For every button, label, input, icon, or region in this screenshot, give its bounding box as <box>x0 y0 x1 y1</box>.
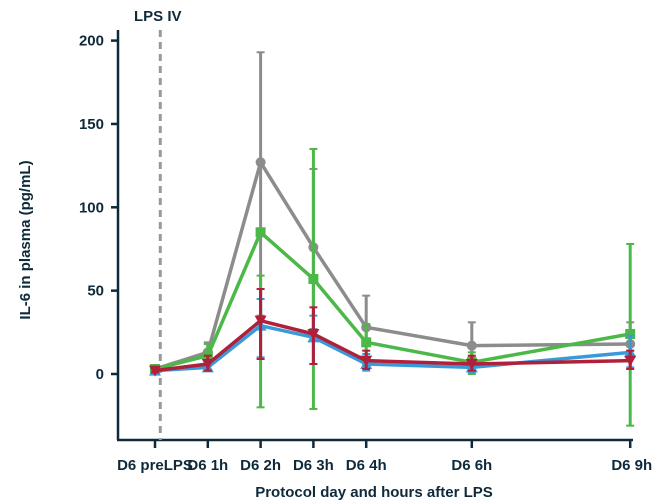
y-tick-label: 0 <box>96 366 104 383</box>
data-point <box>360 355 373 367</box>
y-tick-label: 200 <box>79 33 104 50</box>
data-point <box>149 365 161 377</box>
series-circle <box>150 51 636 374</box>
x-tick-label: D6 4h <box>346 457 387 474</box>
data-point <box>465 358 478 370</box>
series-layer <box>149 51 637 427</box>
data-point <box>255 157 266 168</box>
data-point <box>254 315 267 327</box>
series-line <box>154 160 631 371</box>
y-tick-label: 100 <box>79 199 104 216</box>
x-tick-label: D6 preLPS <box>117 457 193 474</box>
series-triangle-down <box>149 287 637 377</box>
data-point <box>466 340 477 351</box>
series-square <box>150 147 636 427</box>
x-axis-title: Protocol day and hours after LPS <box>255 484 493 501</box>
axes <box>116 30 633 442</box>
x-tick-label: D6 6h <box>451 457 492 474</box>
y-tick-label: 150 <box>79 116 104 133</box>
lps-iv-annotation: LPS IV <box>134 8 182 25</box>
y-axis-title: IL-6 in plasma (pg/mL) <box>17 160 34 319</box>
data-point <box>624 355 637 367</box>
data-point <box>361 337 372 348</box>
data-point <box>255 227 266 238</box>
data-point <box>308 273 319 284</box>
x-tick-label: D6 2h <box>240 457 281 474</box>
series-triangle-up <box>149 297 637 376</box>
x-tick-label: D6 1h <box>187 457 228 474</box>
data-point <box>307 328 320 340</box>
x-tick-label: D6 3h <box>293 457 334 474</box>
data-point <box>625 328 636 339</box>
y-ticks: 0 50 100 150 200 <box>79 33 118 383</box>
data-point <box>201 358 214 370</box>
y-tick-label: 50 <box>87 283 104 300</box>
x-tick-label: D6 9h <box>611 457 652 474</box>
